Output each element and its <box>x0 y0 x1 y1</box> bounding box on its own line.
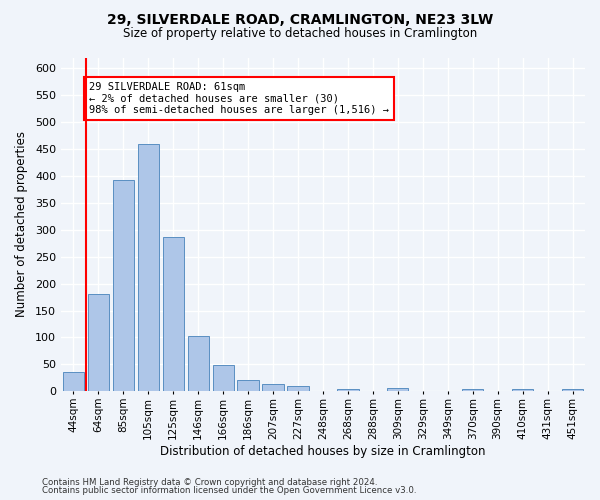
Bar <box>163 237 184 392</box>
Bar <box>88 294 109 392</box>
Bar <box>63 372 84 392</box>
Text: Contains public sector information licensed under the Open Government Licence v3: Contains public sector information licen… <box>42 486 416 495</box>
Bar <box>287 386 308 392</box>
Text: 29 SILVERDALE ROAD: 61sqm
← 2% of detached houses are smaller (30)
98% of semi-d: 29 SILVERDALE ROAD: 61sqm ← 2% of detach… <box>89 82 389 115</box>
Bar <box>262 384 284 392</box>
Bar <box>238 380 259 392</box>
Bar <box>188 336 209 392</box>
Y-axis label: Number of detached properties: Number of detached properties <box>15 132 28 318</box>
Bar <box>387 388 409 392</box>
Bar <box>512 389 533 392</box>
Bar <box>113 180 134 392</box>
Bar <box>462 388 484 392</box>
Text: Contains HM Land Registry data © Crown copyright and database right 2024.: Contains HM Land Registry data © Crown c… <box>42 478 377 487</box>
Text: 29, SILVERDALE ROAD, CRAMLINGTON, NE23 3LW: 29, SILVERDALE ROAD, CRAMLINGTON, NE23 3… <box>107 12 493 26</box>
Bar <box>212 365 234 392</box>
Bar <box>337 388 359 392</box>
Bar <box>562 388 583 392</box>
Bar <box>137 144 159 392</box>
Text: Size of property relative to detached houses in Cramlington: Size of property relative to detached ho… <box>123 28 477 40</box>
X-axis label: Distribution of detached houses by size in Cramlington: Distribution of detached houses by size … <box>160 444 486 458</box>
